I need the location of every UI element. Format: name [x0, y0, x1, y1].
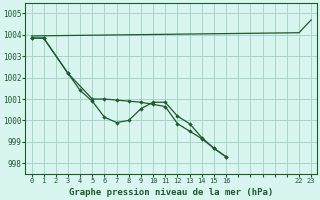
- X-axis label: Graphe pression niveau de la mer (hPa): Graphe pression niveau de la mer (hPa): [69, 188, 274, 197]
